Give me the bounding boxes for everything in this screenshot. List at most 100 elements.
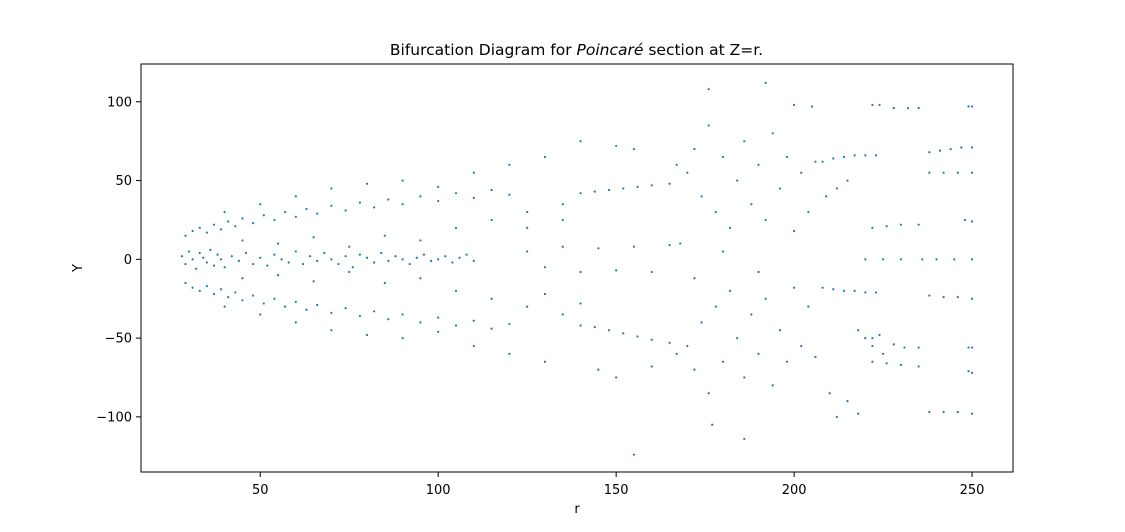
data-point bbox=[294, 250, 297, 253]
data-point bbox=[764, 218, 767, 222]
data-point bbox=[273, 297, 276, 300]
data-point bbox=[963, 218, 967, 222]
data-point bbox=[383, 281, 386, 285]
data-point bbox=[205, 231, 208, 234]
chart-title-prefix: Bifurcation Diagram for bbox=[390, 41, 577, 59]
data-point bbox=[219, 228, 223, 231]
data-point bbox=[899, 223, 902, 226]
data-point bbox=[373, 261, 376, 264]
data-point bbox=[252, 222, 255, 225]
data-point bbox=[835, 187, 838, 190]
data-point bbox=[675, 163, 678, 166]
data-point bbox=[234, 291, 237, 294]
data-point bbox=[597, 247, 600, 250]
data-point bbox=[202, 256, 205, 259]
data-point bbox=[312, 280, 315, 283]
data-point bbox=[821, 286, 824, 289]
data-point bbox=[191, 258, 194, 261]
data-point bbox=[227, 220, 230, 223]
data-point bbox=[195, 267, 198, 270]
data-point bbox=[252, 294, 255, 297]
data-point bbox=[607, 329, 611, 332]
data-point bbox=[793, 103, 796, 107]
data-point bbox=[807, 210, 810, 214]
data-point bbox=[223, 305, 226, 308]
data-point bbox=[351, 266, 354, 269]
data-point bbox=[401, 258, 404, 261]
data-point bbox=[358, 314, 361, 318]
data-point bbox=[874, 154, 878, 157]
data-point bbox=[679, 242, 682, 245]
data-point bbox=[928, 294, 931, 297]
data-point bbox=[387, 259, 390, 263]
data-point bbox=[693, 277, 696, 280]
data-point bbox=[458, 256, 461, 259]
data-point bbox=[234, 225, 237, 228]
data-point bbox=[241, 277, 244, 280]
data-point bbox=[622, 332, 625, 335]
data-point bbox=[832, 288, 835, 291]
data-point bbox=[401, 337, 404, 340]
data-point bbox=[429, 259, 433, 263]
y-tick-label: 100 bbox=[107, 95, 132, 110]
data-point bbox=[191, 286, 194, 289]
data-point bbox=[814, 160, 817, 163]
data-point bbox=[294, 300, 297, 303]
data-point bbox=[874, 291, 878, 294]
data-point bbox=[842, 289, 846, 292]
data-point bbox=[878, 333, 881, 337]
data-point bbox=[316, 212, 319, 215]
data-point bbox=[579, 192, 582, 195]
data-point bbox=[490, 327, 493, 330]
data-point bbox=[832, 157, 835, 160]
data-point bbox=[205, 261, 208, 264]
data-point bbox=[276, 242, 280, 245]
data-point bbox=[408, 262, 411, 266]
data-point bbox=[273, 218, 276, 222]
data-point bbox=[707, 392, 710, 395]
data-point bbox=[597, 368, 600, 371]
data-point bbox=[508, 352, 511, 355]
data-point bbox=[294, 215, 297, 218]
data-point bbox=[736, 337, 739, 340]
data-point bbox=[622, 187, 625, 190]
data-point bbox=[223, 266, 226, 269]
data-point bbox=[871, 103, 874, 107]
data-point bbox=[757, 163, 760, 166]
data-point bbox=[700, 321, 703, 324]
x-axis-label: r bbox=[574, 502, 580, 517]
data-point bbox=[785, 360, 789, 363]
data-point bbox=[365, 333, 369, 337]
data-point bbox=[373, 310, 376, 313]
data-point bbox=[312, 236, 315, 239]
data-point bbox=[721, 250, 725, 253]
data-point bbox=[401, 203, 404, 206]
data-point bbox=[273, 253, 276, 256]
data-point bbox=[953, 258, 956, 261]
y-axis-label: Y bbox=[71, 264, 86, 273]
data-point bbox=[323, 251, 326, 255]
data-point bbox=[526, 210, 529, 214]
data-point bbox=[757, 352, 760, 355]
scatter-points bbox=[180, 81, 974, 456]
data-point bbox=[380, 251, 383, 255]
data-point bbox=[750, 313, 753, 316]
data-point bbox=[419, 239, 422, 242]
data-point bbox=[198, 226, 201, 229]
data-point bbox=[437, 199, 440, 203]
data-point bbox=[508, 163, 511, 166]
data-point bbox=[871, 226, 874, 229]
data-point bbox=[636, 335, 639, 338]
data-point bbox=[437, 185, 440, 188]
data-point bbox=[237, 259, 240, 263]
data-point bbox=[219, 258, 223, 261]
data-point bbox=[938, 149, 942, 152]
data-point bbox=[422, 253, 426, 256]
data-point bbox=[899, 363, 902, 366]
data-point bbox=[490, 188, 493, 192]
data-point bbox=[419, 321, 422, 324]
data-point bbox=[743, 437, 746, 441]
data-point bbox=[871, 337, 874, 340]
data-point bbox=[668, 341, 671, 344]
